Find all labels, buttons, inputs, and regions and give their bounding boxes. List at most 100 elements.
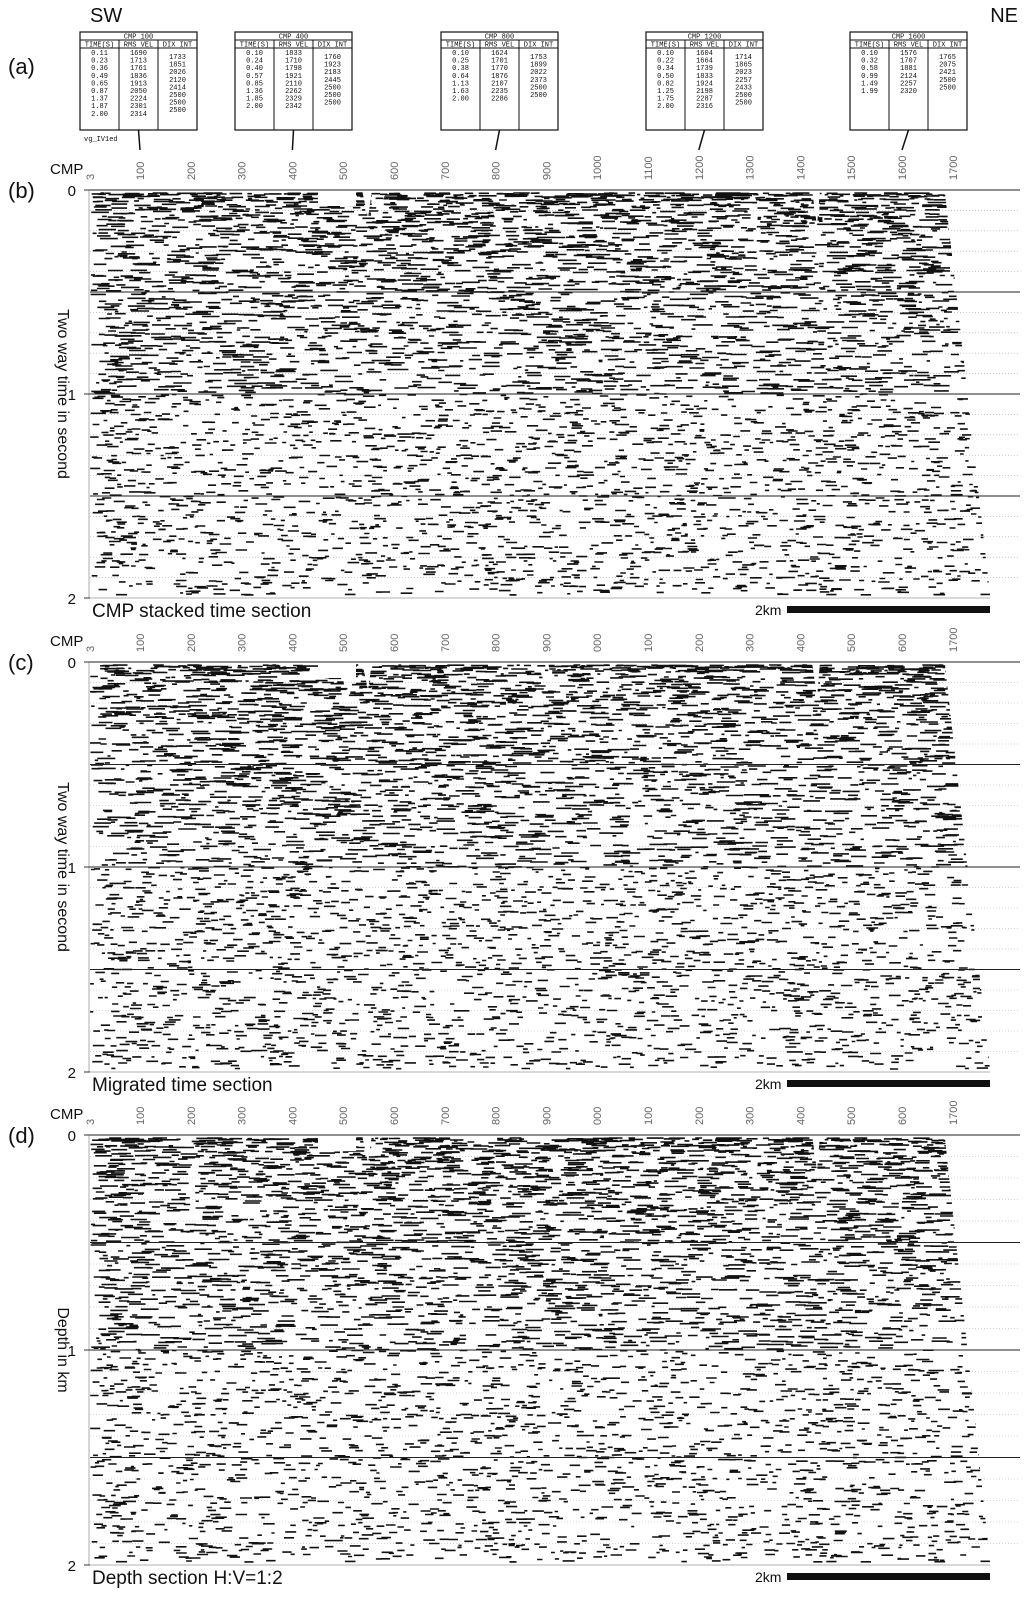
table-cell: 2500	[939, 77, 956, 85]
table-cell: 2500	[324, 92, 341, 100]
table-cell: 2224	[130, 96, 147, 104]
table-note: vg_IV1ed	[84, 136, 118, 144]
table-cell: 2.00	[657, 103, 674, 111]
table-cell: 1.87	[91, 103, 108, 111]
cmp-tick-label: 100	[643, 634, 655, 652]
table-cell: 2500	[530, 92, 547, 100]
cmp-tick-label: 700	[440, 634, 452, 652]
column-header: RMS VEL	[894, 42, 923, 50]
table-cell: 0.57	[246, 73, 263, 81]
y-tick-label: 0	[68, 1128, 76, 1145]
table-cell: 1739	[696, 65, 713, 73]
table-cell: 0.10	[657, 50, 674, 58]
column-header: RMS VEL	[485, 42, 514, 50]
cmp-tick-label: 400	[287, 1107, 299, 1125]
y-tick-label: 2	[68, 1558, 76, 1575]
table-title: CMP 1200	[688, 34, 722, 42]
table-cell: 1833	[696, 73, 713, 81]
scale-bar	[787, 606, 990, 613]
surface-gap	[318, 190, 820, 226]
table-cell: 2120	[169, 77, 186, 85]
table-cell: 0.36	[91, 65, 108, 73]
cmp-tick-label: 200	[186, 634, 198, 652]
cmp-tick-label: 200	[186, 1107, 198, 1125]
scale-bar	[787, 1573, 990, 1580]
surface-gap	[318, 662, 820, 698]
y-tick-label: 2	[68, 591, 76, 608]
cmp-tick-label: 100	[135, 162, 147, 180]
y-tick-label: 1	[68, 860, 76, 877]
cmp-tick-label: 3	[85, 1119, 97, 1125]
table-cell: 0.58	[861, 65, 878, 73]
cmp-tick-label: 300	[237, 1107, 249, 1125]
connector	[698, 129, 706, 151]
table-cell: 1.49	[861, 80, 878, 88]
table-cell: 1713	[130, 58, 147, 66]
table-title: CMP 400	[279, 34, 308, 42]
table-cell: 2183	[324, 69, 341, 77]
table-cell: 2235	[491, 88, 508, 96]
cmp-tick-label: 500	[846, 1107, 858, 1125]
table-cell: 1.99	[861, 88, 878, 96]
y-axis-title: Two way time in second	[54, 309, 71, 479]
column-header: TIME(S)	[855, 42, 884, 50]
table-cell: 2262	[285, 88, 302, 96]
cmp-tick-label: 600	[389, 1107, 401, 1125]
table-cell: 1921	[285, 73, 302, 81]
table-cell: 2500	[169, 107, 186, 115]
table-cell: 1710	[285, 58, 302, 66]
seismic-texture	[90, 1137, 990, 1563]
cmp-tick-label: 900	[541, 634, 553, 652]
sw-label: SW	[90, 5, 122, 27]
table-title: CMP 800	[485, 34, 514, 42]
cmp-tick-label: 300	[745, 1107, 757, 1125]
table-cell: 2110	[285, 80, 302, 88]
cmp-tick-label: 900	[541, 162, 553, 180]
table-cell: 2373	[530, 77, 547, 85]
cmp-tick-label: 800	[491, 162, 503, 180]
panel-label: (d)	[8, 1123, 35, 1148]
table-cell: 1899	[530, 62, 547, 70]
cmp-tick-label: 1000	[592, 156, 604, 180]
table-cell: 2500	[735, 92, 752, 100]
table-cell: 1.85	[246, 96, 263, 104]
y-tick-label: 0	[68, 655, 76, 672]
cmp-tick-label: 3	[85, 174, 97, 180]
cmp-tick-label: 300	[745, 634, 757, 652]
table-cell: 2500	[735, 100, 752, 108]
cmp-tick-label: 600	[389, 634, 401, 652]
cmp-label: CMP	[50, 1106, 83, 1123]
y-tick-label: 2	[68, 1065, 76, 1082]
cmp-tick-label: 1500	[846, 156, 858, 180]
table-cell: 0.38	[452, 65, 469, 73]
cmp-tick-label: 500	[338, 1107, 350, 1125]
panel-label: (a)	[8, 54, 35, 79]
table-cell: 1765	[939, 54, 956, 62]
column-header: DIX INT	[524, 42, 553, 50]
table-cell: 1881	[900, 65, 917, 73]
column-header: TIME(S)	[446, 42, 475, 50]
y-axis-title: Two way time in second	[54, 782, 71, 952]
table-cell: 1664	[696, 58, 713, 66]
table-cell: 2500	[169, 92, 186, 100]
table-cell: 1.13	[452, 80, 469, 88]
table-cell: 1.36	[246, 88, 263, 96]
cmp-tick-label: 400	[287, 634, 299, 652]
table-cell: 1.63	[452, 88, 469, 96]
cmp-tick-label: 600	[897, 634, 909, 652]
table-cell: 2421	[939, 69, 956, 77]
table-cell: 2.00	[452, 96, 469, 104]
table-cell: 2198	[696, 88, 713, 96]
table-cell: 2314	[130, 111, 147, 119]
cmp-tick-label: 300	[237, 162, 249, 180]
table-cell: 0.24	[246, 58, 263, 66]
table-cell: 1760	[324, 54, 341, 62]
table-cell: 2433	[735, 84, 752, 92]
cmp-tick-label: 200	[694, 634, 706, 652]
table-cell: 1733	[169, 54, 186, 62]
table-cell: 1.75	[657, 96, 674, 104]
table-cell: 0.10	[452, 50, 469, 58]
table-cell: 1913	[130, 80, 147, 88]
cmp-tick-label: 100	[135, 634, 147, 652]
